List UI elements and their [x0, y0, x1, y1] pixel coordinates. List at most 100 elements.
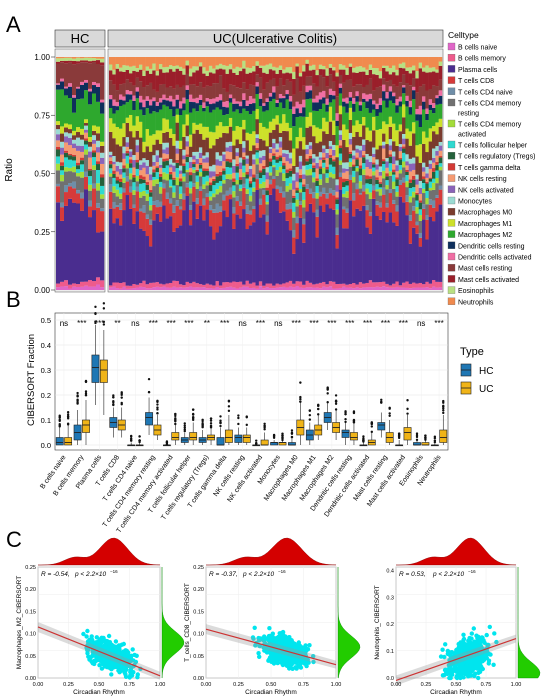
- bar-segment: [385, 71, 389, 82]
- bar-segment: [162, 183, 166, 189]
- bar-segment: [198, 287, 203, 290]
- bar-segment: [185, 60, 190, 66]
- bar-segment: [212, 193, 216, 198]
- bar-segment: [242, 284, 246, 287]
- bar-segment: [432, 107, 436, 114]
- bar-segment: [252, 154, 256, 160]
- bar-segment: [80, 160, 85, 165]
- scatter-point: [134, 653, 139, 658]
- bar-segment: [388, 163, 393, 172]
- bar-segment: [64, 152, 69, 158]
- bar-segment: [385, 124, 389, 145]
- bar-segment: [182, 57, 186, 69]
- bar-segment: [302, 224, 306, 243]
- bar-segment: [278, 132, 283, 138]
- bar-segment: [308, 282, 313, 288]
- bar-segment: [368, 178, 373, 185]
- y-tick-label: 0.00: [34, 286, 50, 295]
- bar-segment: [368, 216, 373, 234]
- bar-segment: [115, 288, 120, 290]
- bar-segment: [282, 180, 286, 192]
- bar-segment: [292, 283, 296, 288]
- bar-segment: [100, 231, 105, 281]
- bar-segment: [202, 102, 206, 108]
- bar-segment: [398, 67, 403, 83]
- bar-segment: [122, 158, 126, 166]
- bar-segment: [405, 195, 409, 202]
- bar-segment: [112, 123, 116, 139]
- bar-segment: [435, 211, 439, 282]
- bar-segment: [122, 192, 126, 211]
- bar-segment: [368, 156, 373, 162]
- scatter-point: [290, 666, 295, 671]
- outlier-point: [317, 413, 320, 416]
- significance-label: ns: [417, 319, 425, 328]
- bar-segment: [328, 106, 333, 122]
- bar-segment: [302, 149, 306, 166]
- bar-segment: [292, 180, 296, 190]
- bar-segment: [282, 57, 286, 70]
- bar-segment: [405, 138, 409, 155]
- bar-segment: [312, 198, 316, 213]
- bar-segment: [425, 113, 429, 121]
- bar-segment: [60, 220, 65, 282]
- bar-segment: [128, 157, 133, 160]
- outlier-point: [112, 394, 115, 397]
- bar-segment: [64, 60, 69, 64]
- bar-segment: [408, 188, 413, 197]
- bar-segment: [322, 77, 326, 91]
- bar-segment: [172, 231, 176, 281]
- outlier-point: [433, 436, 437, 440]
- bar-segment: [272, 165, 276, 168]
- bar-segment: [158, 98, 163, 103]
- bar-segment: [72, 112, 77, 131]
- bar-segment: [238, 106, 243, 114]
- bar-segment: [68, 86, 73, 99]
- scatter-point: [270, 634, 275, 639]
- bar-segment: [338, 145, 343, 149]
- bar-segment: [122, 177, 126, 183]
- bar-segment: [122, 123, 126, 138]
- bar-segment: [392, 287, 396, 290]
- bar-segment: [435, 95, 439, 99]
- bar-segment: [358, 181, 363, 189]
- bar-segment: [128, 179, 133, 187]
- bar-segment: [402, 177, 406, 183]
- bar-segment: [215, 83, 220, 98]
- bar-segment: [395, 69, 399, 76]
- bar-segment: [158, 193, 163, 202]
- scatter-point: [95, 639, 101, 644]
- bar-segment: [242, 165, 246, 173]
- bar-segment: [418, 86, 423, 106]
- bar-segment: [178, 206, 183, 210]
- bar-segment: [292, 148, 296, 166]
- scatter-point: [135, 672, 140, 677]
- bar-segment: [195, 287, 200, 290]
- outlier-point: [219, 421, 222, 424]
- bar-segment: [64, 185, 69, 193]
- bar-segment: [438, 189, 443, 205]
- bar-segment: [232, 130, 236, 146]
- bar-segment: [385, 189, 389, 204]
- bar-segment: [325, 182, 330, 194]
- scatter-point: [94, 653, 100, 658]
- outlier-point: [191, 418, 195, 422]
- bar-segment: [362, 283, 366, 288]
- legend-swatch: [447, 87, 456, 95]
- bar-segment: [278, 186, 283, 193]
- bar-segment: [255, 109, 260, 120]
- bar-segment: [415, 145, 419, 157]
- bar-segment: [388, 91, 393, 101]
- box-hc: [377, 422, 386, 431]
- bar-segment: [435, 134, 439, 147]
- box-hc: [55, 437, 64, 446]
- bar-segment: [288, 109, 293, 128]
- outlier-point: [237, 422, 240, 426]
- bar-segment: [125, 153, 130, 156]
- bar-segment: [232, 111, 236, 131]
- bar-segment: [378, 112, 383, 129]
- bar-segment: [358, 288, 363, 290]
- bar-segment: [235, 148, 240, 153]
- y-tick-label: 0.50: [34, 170, 50, 179]
